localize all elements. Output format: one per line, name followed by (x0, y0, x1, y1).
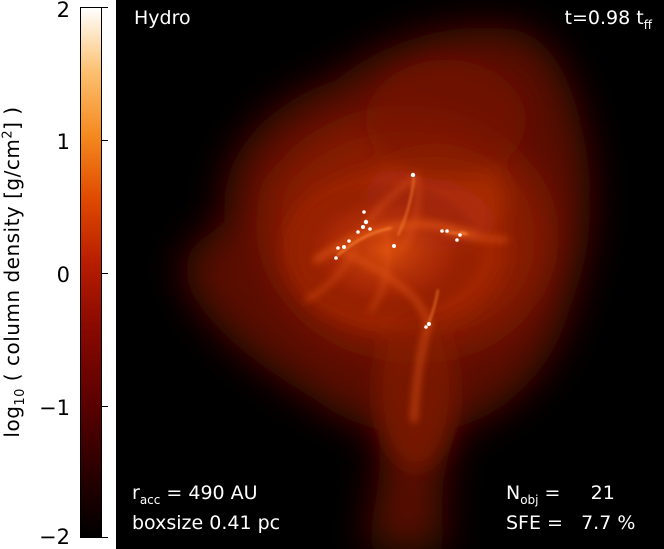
time-label: t=0.98 tff (564, 7, 652, 32)
boxsize-label: boxsize 0.41 pc (132, 512, 281, 534)
density-map (116, 0, 664, 549)
colorbar-tick-label: 2 (56, 0, 70, 22)
colorbar-tick-label: −1 (39, 396, 70, 420)
column-density-image: Hydro t=0.98 tff racc = 490 AU boxsize 0… (116, 0, 664, 549)
colorbar-tick-label: −2 (39, 525, 70, 549)
colorbar (80, 7, 102, 538)
star (424, 325, 428, 329)
colorbar-tick (102, 273, 108, 274)
accretion-radius-label: racc = 490 AU (132, 482, 258, 507)
star (336, 246, 340, 250)
star (392, 244, 396, 248)
star (334, 256, 338, 260)
star (347, 239, 351, 243)
filament-cores (337, 177, 468, 326)
colorbar-title: log10 ( column density [g/cm2] ) (0, 106, 28, 438)
star (356, 230, 360, 234)
colorbar-tick-label: 0 (56, 263, 70, 287)
sink-particles (334, 172, 462, 329)
star (342, 245, 346, 249)
colorbar-tick (102, 406, 108, 407)
object-count-label: Nobj = 21 (506, 482, 615, 507)
colorbar-tick-label: 1 (56, 130, 70, 154)
colorbar-tick (102, 7, 108, 8)
star (455, 238, 459, 242)
star (363, 219, 369, 225)
star (427, 322, 431, 326)
star (458, 233, 462, 237)
star (368, 227, 372, 231)
star (362, 210, 366, 214)
star (440, 229, 444, 233)
star (361, 225, 365, 229)
star (445, 229, 449, 233)
star (410, 172, 416, 178)
sfe-label: SFE = 7.7 % (506, 512, 636, 534)
dense-core (286, 180, 486, 320)
simulation-label: Hydro (134, 7, 191, 29)
colorbar-tick (102, 537, 108, 538)
colorbar-tick (102, 140, 108, 141)
